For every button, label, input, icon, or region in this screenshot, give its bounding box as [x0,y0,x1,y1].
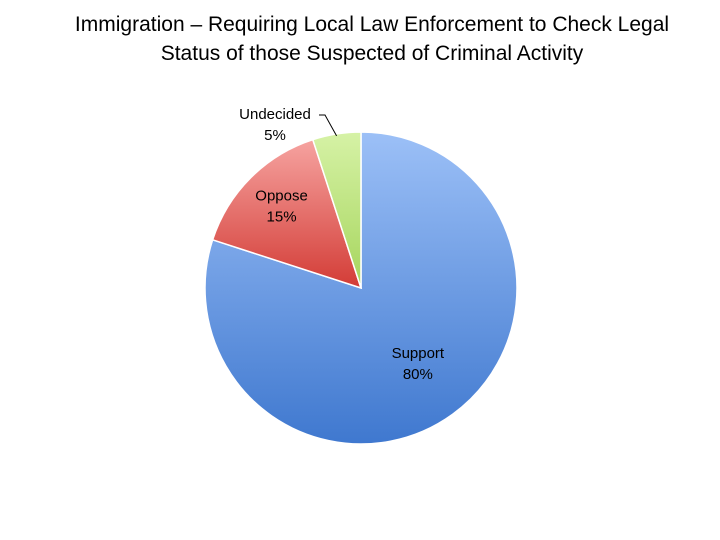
chart-title-line-1: Immigration – Requiring Local Law Enforc… [74,13,670,36]
pie-slice-support [204,131,518,445]
slice-value-support: 80% [403,366,433,383]
slice-value-oppose: 15% [267,209,297,226]
slice-name-oppose: Oppose [255,188,308,205]
slice-name-undecided: Undecided [239,106,311,123]
pie-slice-undecided [311,131,362,289]
leader-line-undecided [319,114,338,137]
slice-value-undecided: 5% [264,127,286,144]
pie-slice-oppose [211,138,363,290]
slice-name-support: Support [392,345,445,362]
chart-title-line-2: Status of those Suspected of Criminal Ac… [160,42,584,65]
chart-title: Immigration – Requiring Local Law Enforc… [0,10,720,68]
